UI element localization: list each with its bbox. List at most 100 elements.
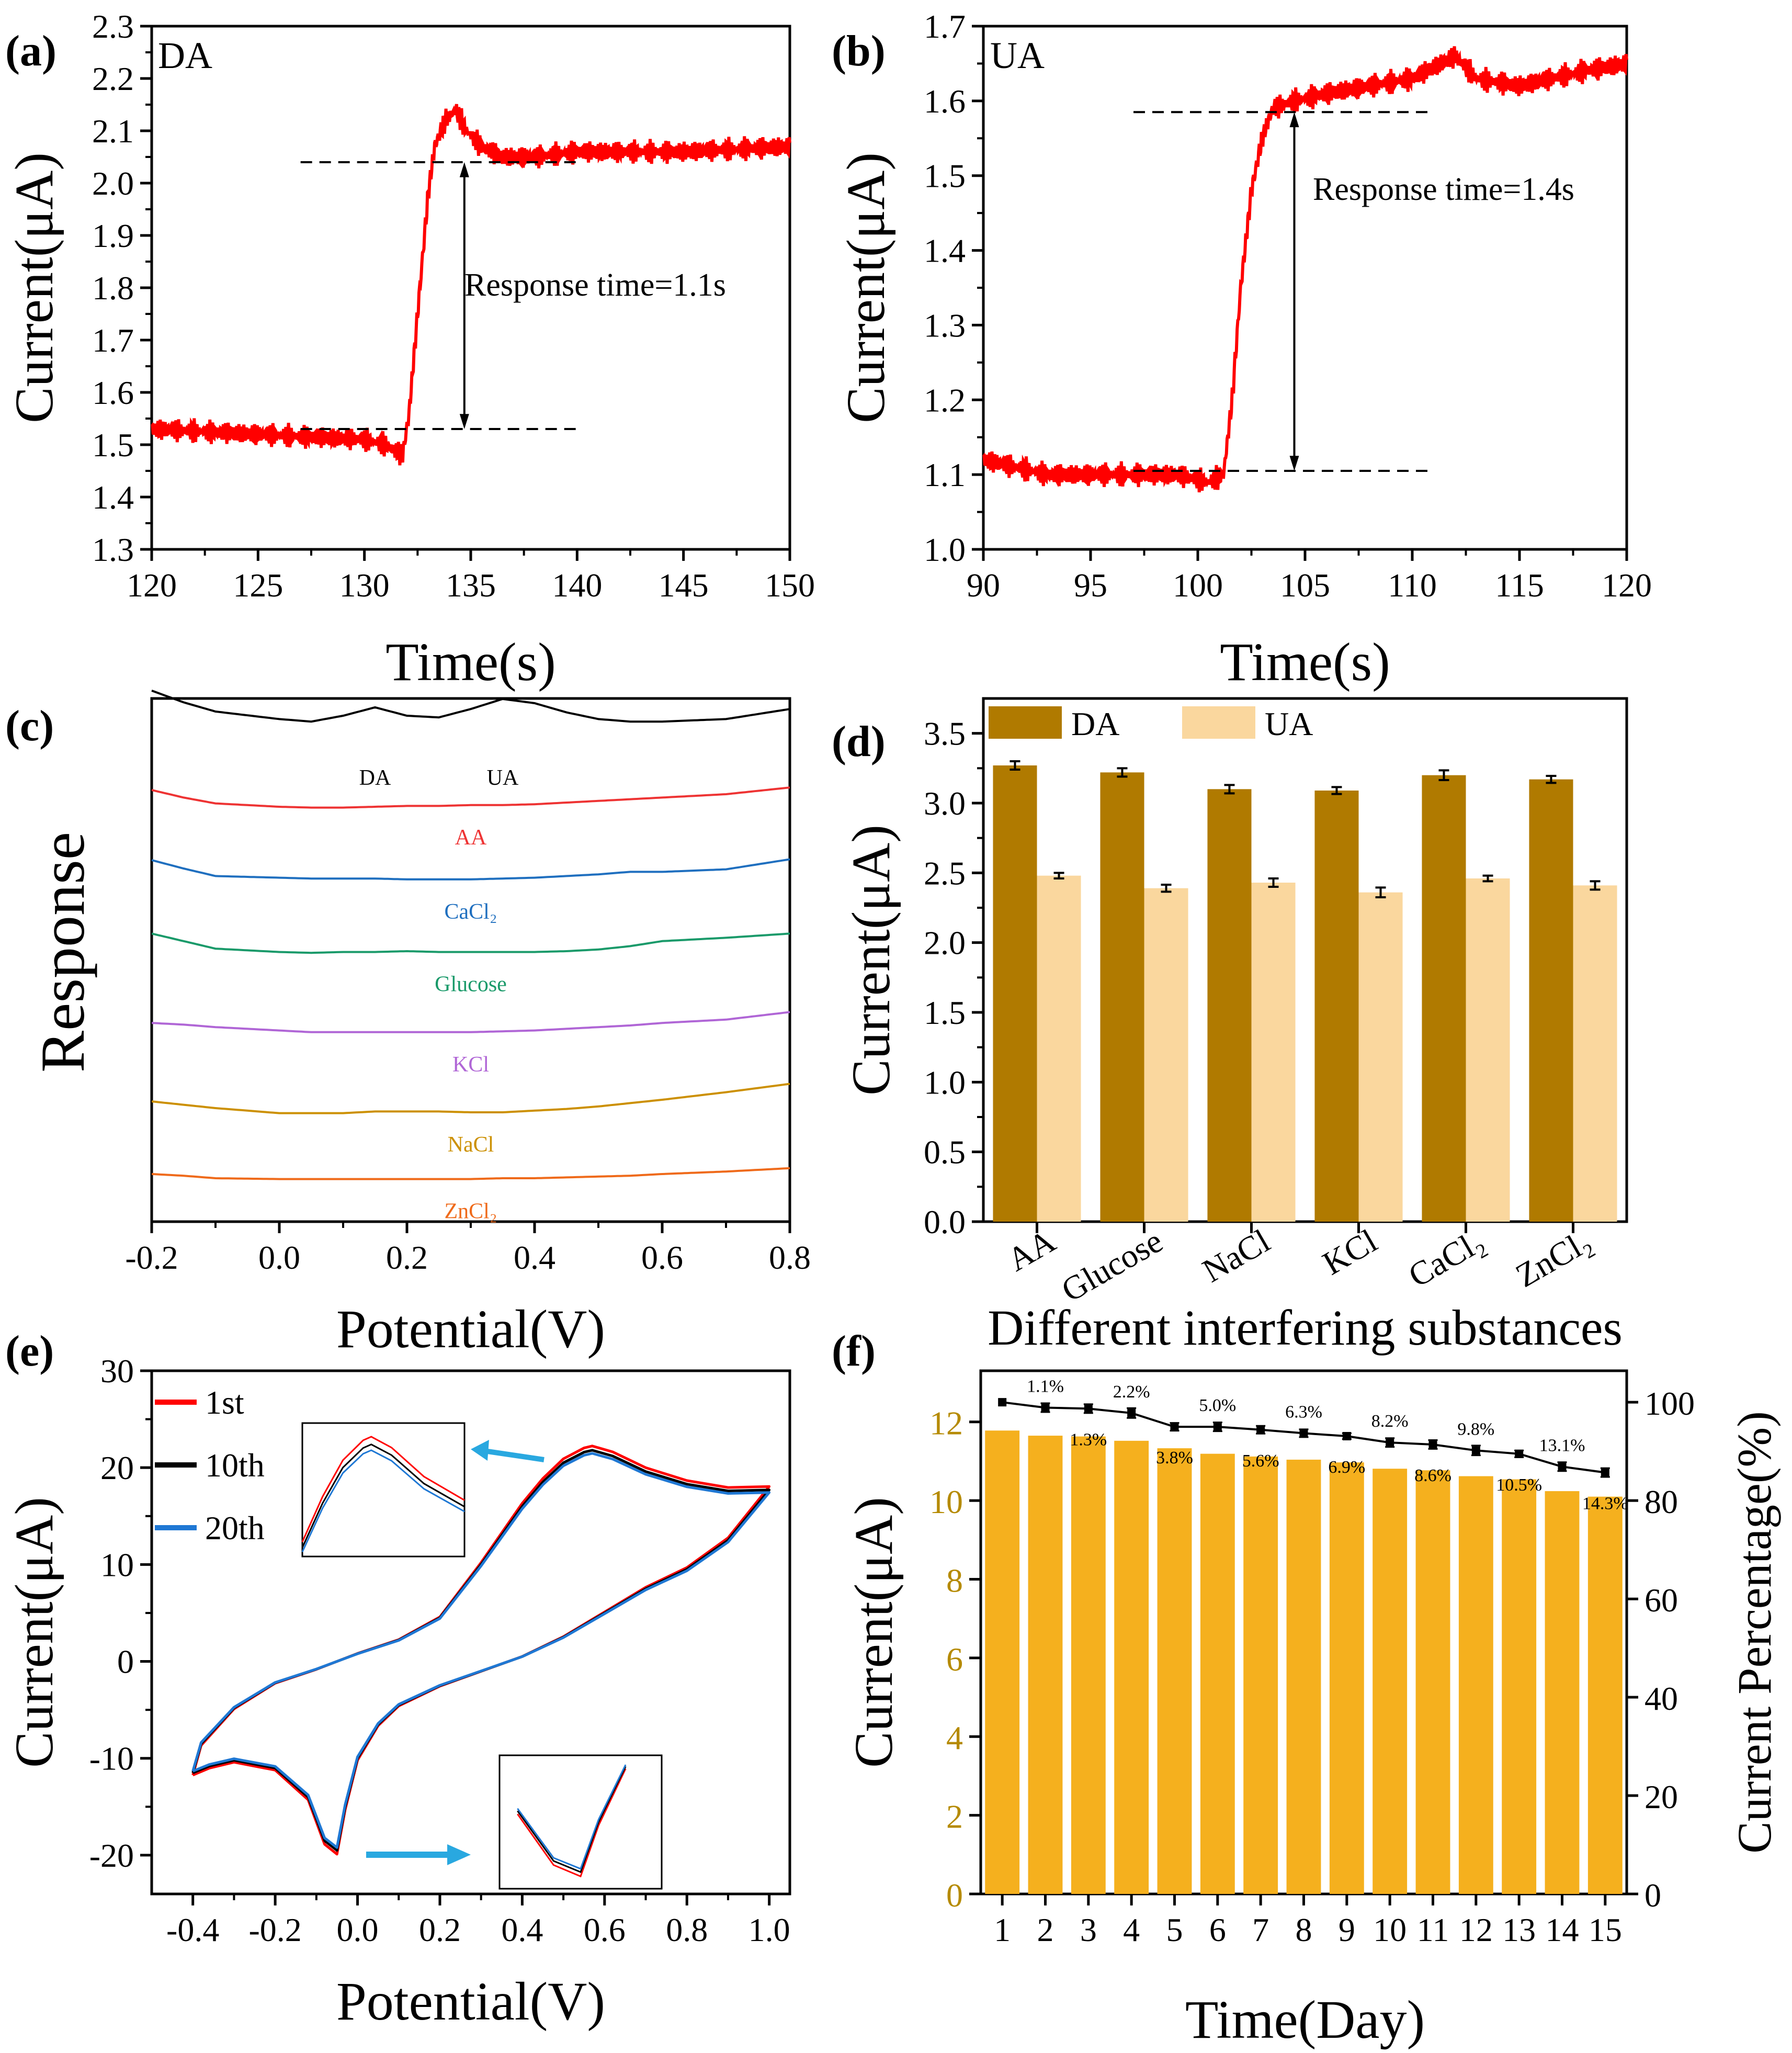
panel-e-legend-label: 1st xyxy=(205,1384,244,1421)
panel-c-peak-label: DA xyxy=(359,766,391,790)
panel-e-xlabel: Potential(V) xyxy=(336,1971,605,2032)
panel-d-bar-DA xyxy=(1207,789,1252,1222)
panel-b-arrow-head-top xyxy=(1289,112,1299,128)
panel-b-xtick-label: 105 xyxy=(1280,567,1330,604)
panel-e-inset-arrow-head xyxy=(471,1440,489,1461)
panel-f-xtick-label: 6 xyxy=(1209,1911,1226,1948)
panel-f-label: (f) xyxy=(832,1327,876,1375)
panel-b-xtick-label: 110 xyxy=(1388,567,1437,604)
panel-f-percentage-point xyxy=(1213,1423,1222,1431)
panel-a-ytick-label: 1.6 xyxy=(92,374,134,411)
panel-c-label: (c) xyxy=(5,702,54,750)
panel-d-bar-UA xyxy=(1466,878,1510,1222)
panel-d-xtick-label: ZnCl₂ xyxy=(1510,1222,1598,1294)
panel-a-ytick-label: 1.4 xyxy=(92,479,134,516)
panel-e-ytick-label: 20 xyxy=(100,1449,134,1486)
panel-f-xtick-label: 2 xyxy=(1037,1911,1054,1948)
panel-b: (b) UA Response time=1.4s Time(s) Curren… xyxy=(832,8,1652,692)
panel-f-ylabel-right: Current Percentage(%) xyxy=(1728,1411,1781,1853)
panel-f-bar xyxy=(1415,1470,1450,1894)
panel-f-bar xyxy=(1502,1479,1537,1894)
panel-f-xtick-label: 9 xyxy=(1339,1911,1355,1948)
panel-e-xtick-label: 0.6 xyxy=(584,1911,626,1948)
panel-d-ytick-label: 0.5 xyxy=(924,1134,966,1171)
panel-d-xtick-label: KCl xyxy=(1317,1222,1383,1282)
panel-d: (d) Different interfering substances Cur… xyxy=(832,697,1628,1356)
panel-c-xtick-label: 0.6 xyxy=(641,1239,683,1276)
panel-f-ytick-right-label: 40 xyxy=(1644,1680,1678,1717)
panel-f-ytick-label: 6 xyxy=(946,1641,963,1678)
panel-f-xtick-label: 10 xyxy=(1373,1911,1407,1948)
panel-c-curve-KCl xyxy=(151,1011,790,1033)
panel-f-xtick-label: 15 xyxy=(1589,1911,1622,1948)
panel-b-annotation: Response time=1.4s xyxy=(1313,172,1574,207)
panel-f-bar xyxy=(1458,1476,1493,1894)
panel-f-loss-label: 8.6% xyxy=(1414,1466,1451,1485)
panel-e-cv-10th xyxy=(191,1449,771,1852)
panel-f-percentage-point xyxy=(1386,1438,1394,1447)
panel-f-loss-label: 6.9% xyxy=(1328,1458,1365,1477)
panel-b-label: (b) xyxy=(832,27,886,75)
panel-c-curve-label-Glucose: Glucose xyxy=(435,973,507,997)
panel-b-xtick-label: 120 xyxy=(1602,567,1652,604)
panel-e-ytick-label: -10 xyxy=(89,1740,134,1777)
panel-d-ytick-label: 3.0 xyxy=(924,785,966,822)
panel-b-ytick-label: 1.1 xyxy=(924,456,966,493)
panel-b-ytick-label: 1.4 xyxy=(924,232,966,269)
panel-f-ytick-right-label: 0 xyxy=(1644,1877,1661,1914)
panel-b-series-line xyxy=(982,46,1628,493)
panel-f-xtick-label: 11 xyxy=(1417,1911,1449,1948)
panel-f-loss-label: 9.8% xyxy=(1457,1419,1494,1439)
panel-a-xlabel: Time(s) xyxy=(385,632,556,692)
panel-a-ytick-label: 2.0 xyxy=(92,165,134,202)
panel-c-curve-CaCl2 xyxy=(151,858,790,881)
panel-d-bar-UA xyxy=(1573,885,1617,1222)
panel-c-xtick-label: -0.2 xyxy=(125,1239,178,1276)
panel-c-curve-ZnCl2 xyxy=(151,1167,790,1180)
panel-b-xlabel: Time(s) xyxy=(1220,632,1390,692)
panel-a-series-line xyxy=(151,104,791,466)
panel-a-ytick-label: 2.2 xyxy=(92,60,134,97)
panel-b-ytick-label: 1.0 xyxy=(924,531,966,568)
panel-d-ylabel: Current(μA) xyxy=(841,825,901,1096)
panel-b-title: UA xyxy=(990,35,1045,76)
panel-f-xtick-label: 4 xyxy=(1123,1911,1140,1948)
panel-e-xtick-label: 0.2 xyxy=(419,1911,461,1948)
panel-d-bar-DA xyxy=(1314,791,1359,1222)
panel-b-ytick-label: 1.7 xyxy=(924,8,966,45)
panel-a-arrow-head-bottom xyxy=(459,414,469,429)
panel-f-bar xyxy=(985,1430,1020,1894)
panel-a: (a) DA Response time=1.1s Time(s) Curren… xyxy=(4,8,815,692)
panel-f-xtick-label: 3 xyxy=(1080,1911,1097,1948)
panel-e-ytick-label: -20 xyxy=(89,1837,134,1874)
panel-f-xtick-label: 13 xyxy=(1502,1911,1536,1948)
panel-b-ylabel: Current(μA) xyxy=(836,152,896,423)
panel-f-percentage-point xyxy=(1170,1423,1179,1431)
panel-f-percentage-point xyxy=(1127,1408,1136,1417)
panel-d-bar-DA xyxy=(1100,772,1144,1222)
panel-f-bar xyxy=(1286,1459,1321,1894)
panel-e-xtick-label: -0.4 xyxy=(166,1911,219,1948)
panel-d-xtick-label: CaCl₂ xyxy=(1402,1222,1491,1294)
panel-d-ytick-label: 1.0 xyxy=(924,1064,966,1101)
panel-c-xlabel: Potential(V) xyxy=(336,1299,605,1359)
panel-d-bar-UA xyxy=(1037,875,1081,1222)
panel-b-arrow-head-bottom xyxy=(1289,456,1299,471)
panel-d-frame xyxy=(982,697,1628,1223)
panel-c-ylabel: Response xyxy=(28,832,97,1073)
panel-f-ylabel: Current(μA) xyxy=(844,1497,904,1768)
panel-d-bar-DA xyxy=(993,765,1037,1222)
panel-e-legend-label: 20th xyxy=(205,1509,265,1547)
panel-a-ytick-label: 1.3 xyxy=(92,531,134,568)
panel-d-bar-UA xyxy=(1144,888,1188,1222)
panel-b-ytick-label: 1.6 xyxy=(924,83,966,120)
panel-c-curve-DA/UA xyxy=(151,690,790,723)
panel-c-curve-label-AA: AA xyxy=(455,826,487,850)
panel-f-percentage-point xyxy=(1084,1404,1093,1413)
panel-e-inset-top-frame xyxy=(301,1422,466,1558)
panel-c-xtick-label: 0.8 xyxy=(769,1239,811,1276)
panel-d-xlabel: Different interfering substances xyxy=(988,1300,1623,1356)
panel-f-bar xyxy=(1114,1440,1149,1894)
panel-f-bar xyxy=(1545,1491,1580,1894)
